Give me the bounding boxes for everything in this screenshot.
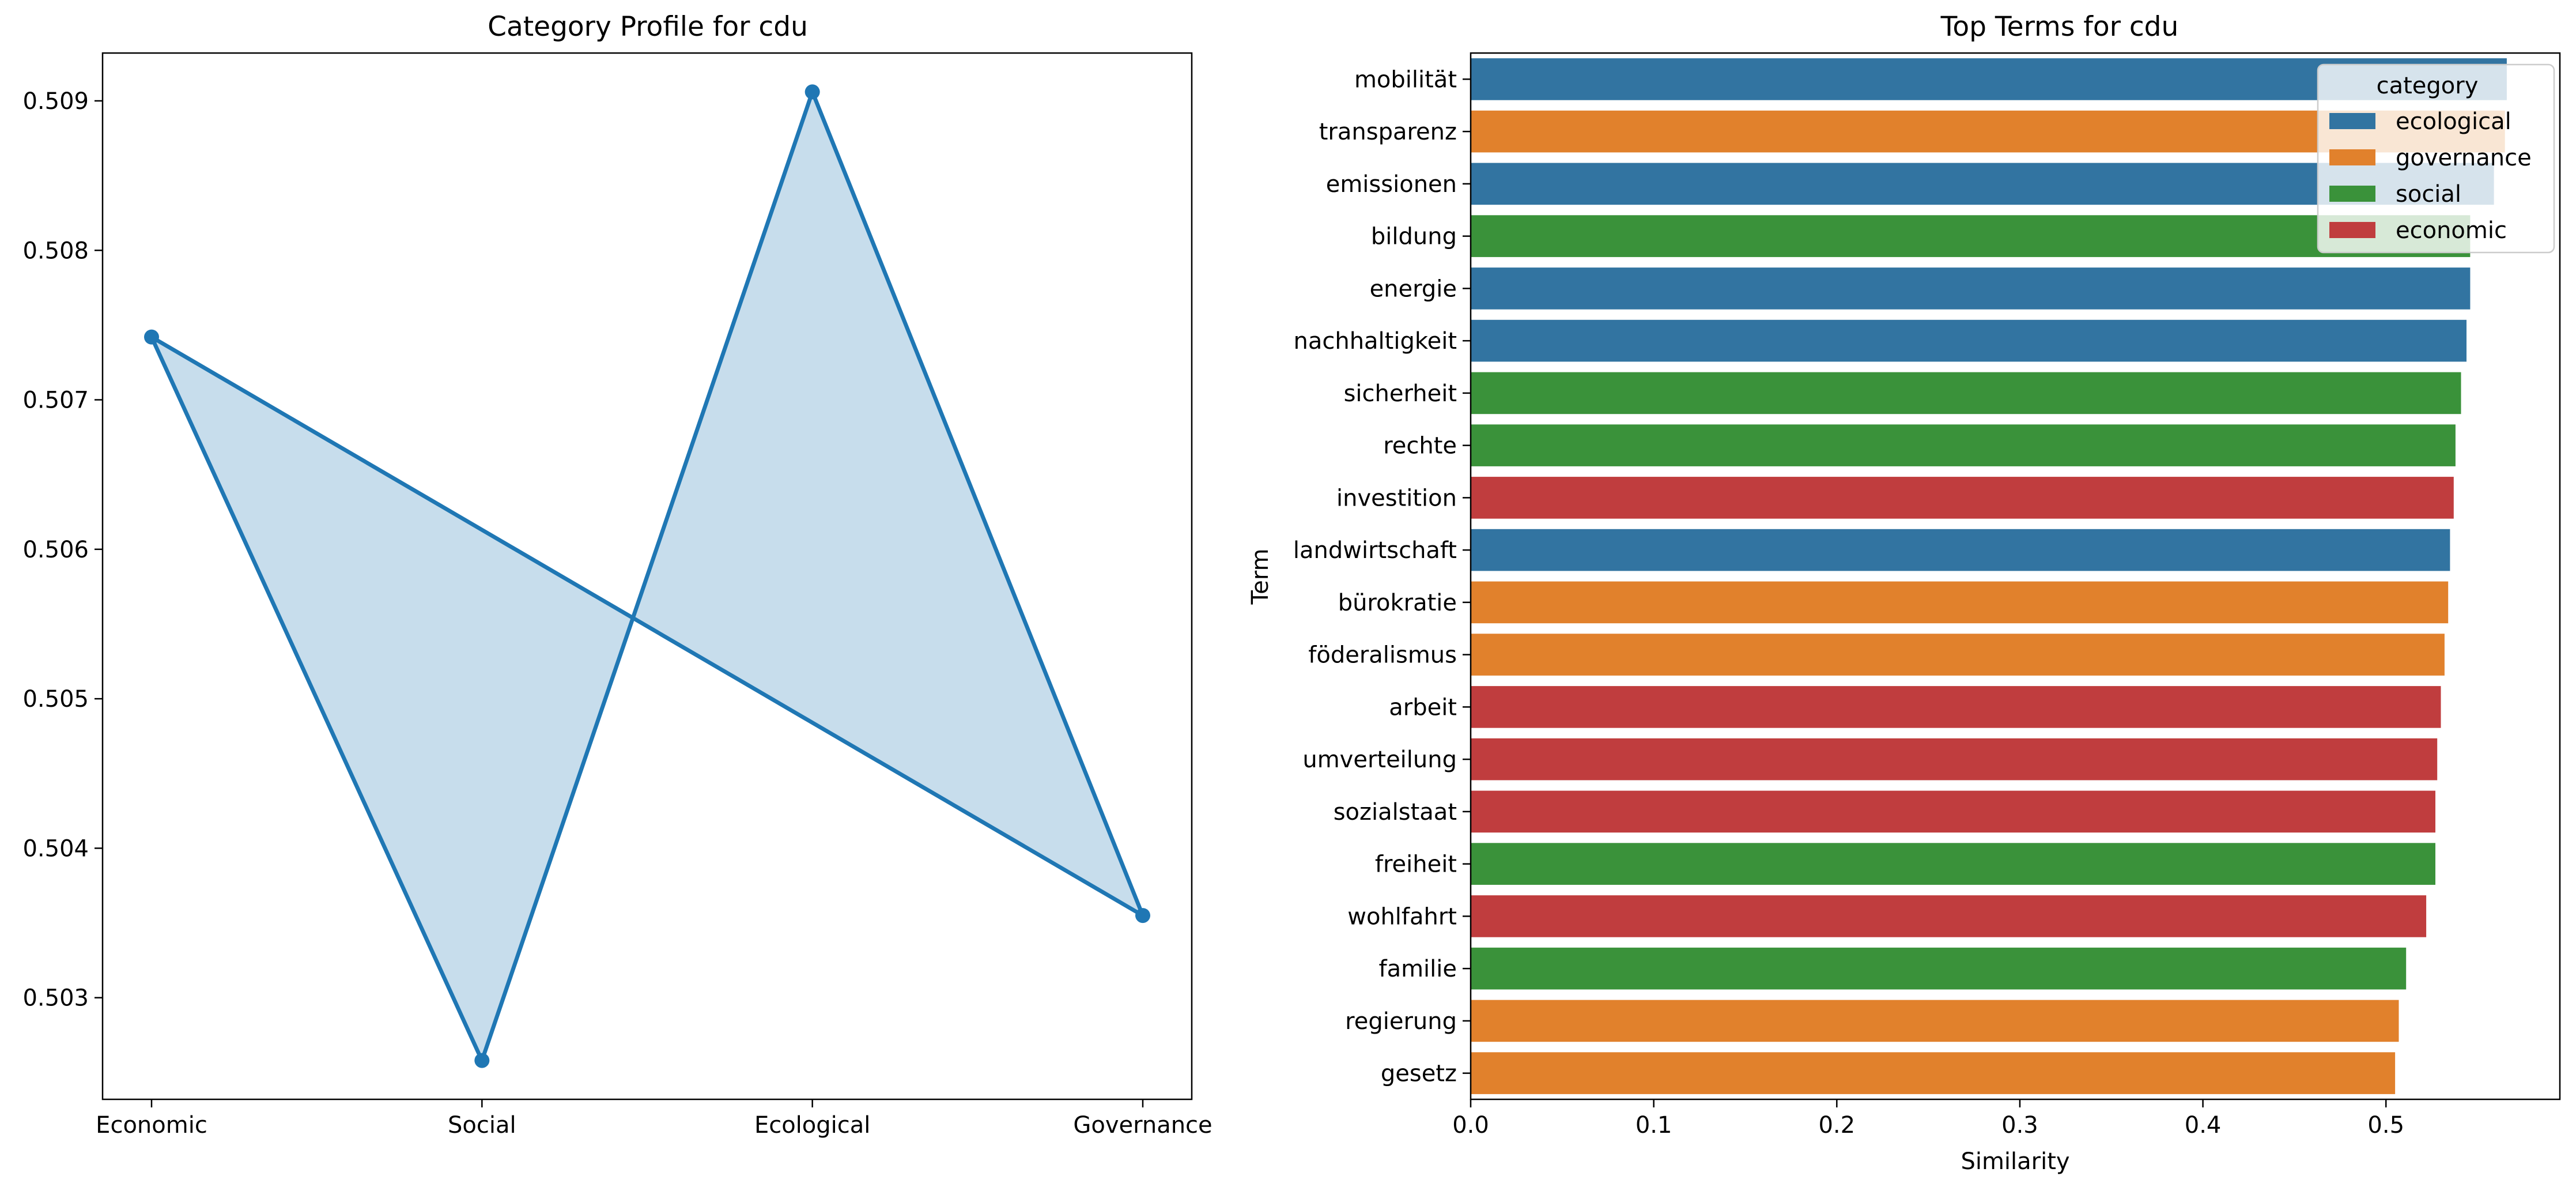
right-x-tick-label: 0.1 (1636, 1112, 1672, 1139)
right-y-tick-label: transparenz (1319, 119, 1457, 145)
left-y-tick-label: 0.506 (22, 537, 89, 563)
left-chart-title: Category Profile for cdu (488, 11, 808, 43)
right-y-tick-label: emissionen (1326, 171, 1457, 198)
left-x-tick-label: Economic (96, 1112, 207, 1139)
left-y-tick-label: 0.505 (22, 686, 89, 713)
right-y-tick-label: energie (1370, 276, 1457, 302)
legend-label-ecological: ecological (2396, 108, 2511, 135)
legend-swatch-economic (2329, 222, 2375, 238)
right-x-axis-label: Similarity (1961, 1148, 2069, 1175)
bar-nachhaltigkeit (1471, 319, 2467, 362)
profile-point-economic (144, 329, 159, 345)
bar-familie (1471, 947, 2407, 990)
right-chart-title: Top Terms for cdu (1940, 11, 2179, 43)
right-y-tick-label: investition (1336, 485, 1457, 511)
right-x-tick-label: 0.2 (1818, 1112, 1855, 1139)
category-profile-chart: Category Profile for cdu Economic Social E… (22, 11, 1212, 1139)
left-y-tick-label: 0.508 (22, 238, 89, 264)
right-y-tick-label: sicherheit (1344, 380, 1457, 407)
right-y-tick-label: arbeit (1389, 694, 1457, 721)
legend: category ecological governance social ec… (2317, 63, 2555, 254)
right-x-tick-label: 0.3 (2001, 1112, 2038, 1139)
bar-investition (1471, 477, 2454, 519)
bar-freiheit (1471, 843, 2435, 885)
bar-bildung (1471, 215, 2471, 257)
right-y-tick-label: familie (1378, 956, 1457, 982)
bar-arbeit (1471, 686, 2441, 728)
left-y-tick-label: 0.507 (22, 387, 89, 414)
right-x-tick-label: 0.5 (2367, 1112, 2404, 1139)
right-y-tick-label: nachhaltigkeit (1293, 328, 1457, 355)
right-y-tick-label: landwirtschaft (1293, 537, 1457, 564)
right-y-tick-label: bürokratie (1338, 590, 1457, 616)
right-y-tick-label: föderalismus (1308, 642, 1457, 669)
left-axes-frame (101, 52, 1193, 1100)
right-y-tick-label: rechte (1383, 433, 1457, 459)
bar-rechte (1471, 424, 2456, 466)
left-y-tick-label: 0.504 (22, 835, 89, 862)
right-y-tick-label: freiheit (1375, 851, 1457, 878)
bar-energie (1471, 267, 2471, 310)
legend-box (2317, 63, 2555, 254)
bar-gesetz (1471, 1052, 2396, 1094)
legend-label-economic: economic (2396, 217, 2507, 244)
right-y-tick-label: bildung (1371, 224, 1457, 250)
left-plot-area: Economic Social Ecological Governance 0.503 0… (22, 84, 1213, 1139)
legend-swatch-social (2329, 186, 2375, 202)
right-y-tick-label: mobilität (1354, 66, 1457, 93)
left-y-tick-label: 0.503 (22, 985, 89, 1012)
left-x-tick-label: Social (448, 1112, 516, 1139)
right-y-tick-label: wohlfahrt (1347, 903, 1457, 930)
legend-swatch-ecological (2329, 113, 2375, 129)
bar-umverteilung (1471, 738, 2438, 781)
bar-regierung (1471, 1000, 2399, 1042)
left-x-tick-label: Governance (1073, 1112, 1212, 1139)
right-y-axis-label: Term (1247, 549, 1274, 605)
legend-swatch-governance (2329, 149, 2375, 165)
profile-point-ecological (804, 84, 820, 100)
bar-wohlfahrt (1471, 895, 2427, 937)
bar-föderalismus (1471, 634, 2445, 676)
right-y-tick-label: umverteilung (1302, 747, 1457, 773)
right-axes-frame (1470, 52, 2561, 1100)
right-x-tick-label: 0.4 (2185, 1112, 2222, 1139)
profile-point-social (474, 1053, 490, 1068)
bar-landwirtschaft (1471, 529, 2450, 571)
bar-sicherheit (1471, 372, 2461, 414)
bar-bürokratie (1471, 581, 2449, 624)
bar-sozialstaat (1471, 790, 2435, 833)
right-y-tick-label: sozialstaat (1334, 799, 1457, 826)
right-y-tick-label: regierung (1345, 1008, 1457, 1035)
right-plot-area: mobilität transparenz emissionen bildung ene… (1293, 58, 2507, 1139)
right-x-tick-label: 0.0 (1452, 1112, 1489, 1139)
left-y-tick-label: 0.509 (22, 88, 89, 115)
legend-label-governance: governance (2396, 145, 2532, 171)
legend-label-social: social (2396, 181, 2461, 208)
profile-point-governance (1135, 908, 1150, 924)
top-terms-chart: Top Terms for cdu mobilität transparenz em… (1247, 11, 2561, 1175)
left-x-tick-label: Ecological (754, 1112, 870, 1139)
right-y-tick-label: gesetz (1381, 1061, 1457, 1087)
legend-title: category (2377, 73, 2479, 99)
